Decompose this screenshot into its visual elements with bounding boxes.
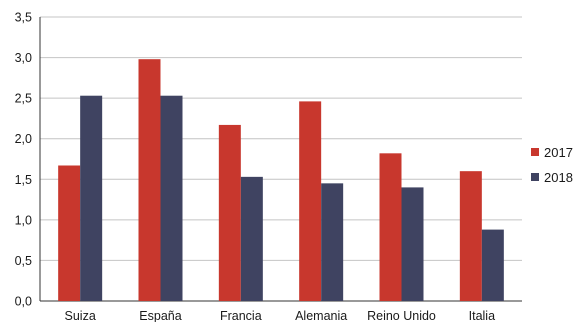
bar-2017-suiza [58, 165, 81, 301]
bar-2018-francia [240, 176, 263, 301]
bar-2017-reino-unido [379, 153, 402, 301]
bar-2018-suiza [80, 95, 103, 301]
x-tick-label: Alemania [295, 309, 347, 322]
y-tick-label: 2,0 [15, 132, 32, 146]
bar-2018-alemania [321, 183, 344, 301]
bar-2018-españa [160, 95, 183, 301]
bars [58, 59, 504, 301]
x-axis-tick-labels: Suiza España Francia Alemania Reino Unido Ita… [65, 309, 496, 322]
legend: 2017 2018 [531, 145, 573, 185]
y-axis-tick-labels: 0,0 0,5 1,0 1,5 2,0 2,5 3,0 3,5 [15, 11, 32, 309]
y-tick-label: 0,5 [15, 254, 32, 268]
y-tick-label: 2,5 [15, 92, 32, 106]
x-tick-label: Suiza [65, 309, 96, 322]
y-tick-label: 3,5 [15, 11, 32, 25]
legend-swatch-2018 [531, 173, 539, 181]
y-tick-label: 1,5 [15, 173, 32, 187]
legend-label-2017: 2017 [544, 145, 573, 160]
bar-2018-italia [481, 229, 504, 301]
legend-swatch-2017 [531, 148, 539, 156]
x-tick-label: España [139, 309, 181, 322]
y-tick-label: 3,0 [15, 51, 32, 65]
x-tick-label: Francia [220, 309, 262, 322]
bar-2017-alemania [299, 101, 322, 301]
bar-2017-españa [138, 59, 161, 301]
y-tick-label: 0,0 [15, 295, 32, 309]
bar-2018-reino-unido [401, 187, 424, 301]
grid-lines [39, 16, 522, 302]
y-tick-label: 1,0 [15, 213, 32, 227]
x-tick-label: Reino Unido [367, 309, 436, 322]
x-tick-label: Italia [469, 309, 495, 322]
bar-2017-francia [218, 124, 241, 301]
legend-label-2018: 2018 [544, 170, 573, 185]
bar-2017-italia [459, 171, 482, 301]
